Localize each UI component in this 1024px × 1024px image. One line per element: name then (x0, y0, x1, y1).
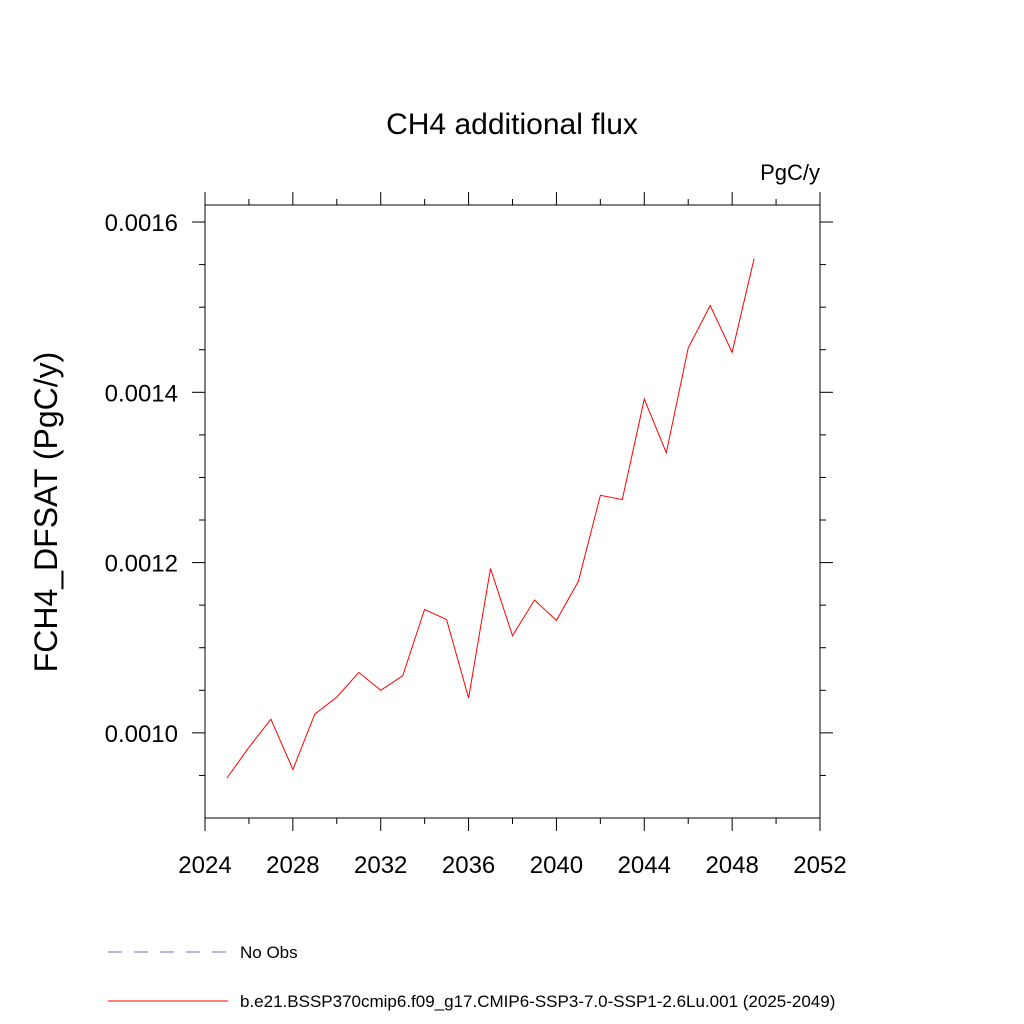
y-tick-label: 0.0010 (105, 721, 178, 748)
series-group (226, 258, 755, 779)
y-axis-label: FCH4_DFSAT (PgC/y) (28, 352, 64, 673)
y-tick-label: 0.0014 (105, 380, 178, 407)
legend-label: b.e21.BSSP370cmip6.f09_g17.CMIP6-SSP3-7.… (240, 992, 835, 1011)
units-label: PgC/y (760, 160, 820, 185)
legend-label: No Obs (240, 943, 298, 962)
series-line (226, 258, 755, 779)
x-tick-label: 2024 (178, 852, 231, 879)
axis-tick-labels: 2024 2028 2032 2036 2040 2044 2048 2052 0.0010 0.… (105, 210, 847, 879)
x-tick-label: 2028 (266, 852, 319, 879)
plot-frame (204, 204, 821, 819)
x-tick-label: 2048 (705, 852, 758, 879)
legend: No Obs b.e21.BSSP370cmip6.f09_g17.CMIP6-S… (108, 943, 835, 1011)
axis-ticks (192, 192, 833, 831)
x-tick-label: 2032 (354, 852, 407, 879)
chart-title: CH4 additional flux (386, 108, 638, 141)
x-tick-label: 2036 (442, 852, 495, 879)
y-tick-label: 0.0016 (105, 210, 178, 237)
y-tick-label: 0.0012 (105, 551, 178, 578)
x-tick-label: 2040 (530, 852, 583, 879)
x-tick-label: 2052 (793, 852, 846, 879)
x-tick-label: 2044 (618, 852, 671, 879)
